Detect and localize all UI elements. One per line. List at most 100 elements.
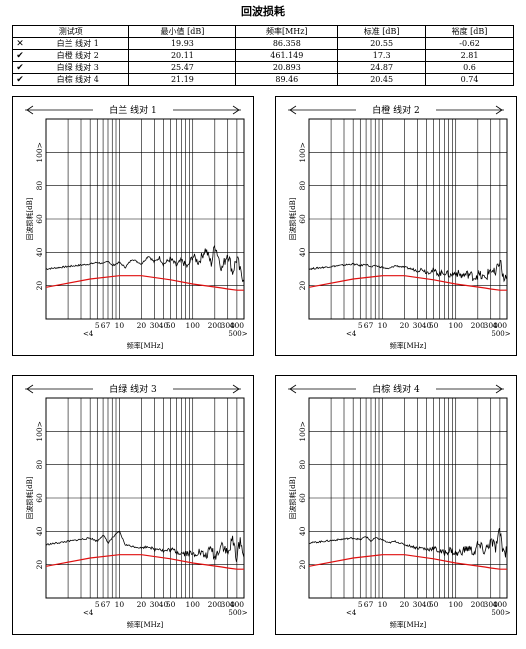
row-freq: 89.46 (235, 73, 339, 86)
x-tick-label: 6 (364, 321, 369, 330)
x-tick-label: 5 (358, 600, 363, 609)
y-tick-label: 60 (298, 214, 307, 224)
check-icon: ✔ (12, 49, 27, 62)
y-tick-label: 40 (298, 247, 307, 257)
limit-series-line (46, 554, 244, 570)
chart-title: 白棕 线对 4 (372, 383, 420, 395)
chart-title: 白橙 线对 2 (372, 104, 419, 116)
x-tick-label: 6 (101, 321, 106, 330)
x-tick-label: 10 (115, 321, 125, 330)
x-tick-label: 30 (413, 600, 423, 609)
table-row: ✔ 白绿 线对 3 25.47 20.893 24.87 0.6 (12, 61, 514, 74)
x-tick-label: 400 (493, 600, 508, 609)
y-tick-label: 20 (298, 560, 307, 570)
x-tick-label: 40 (422, 321, 432, 330)
header-margin: 裕度 [dB] (425, 25, 514, 38)
header-freq: 频率[MHz] (235, 25, 339, 38)
page-title: 回波损耗 (241, 5, 285, 18)
y-tick-label: 60 (35, 214, 44, 224)
row-min: 21.19 (128, 73, 237, 86)
x-tick-label: 100 (186, 321, 201, 330)
x-axis-label: 频率[MHz] (127, 620, 164, 629)
x-tick-label: 7 (369, 321, 374, 330)
y-tick-label: 60 (35, 493, 44, 503)
left-bracket-icon (26, 384, 34, 394)
x-tick-label-end: 500> (228, 330, 247, 338)
y-tick-label: 100> (35, 421, 44, 442)
x-tick-label: 10 (378, 600, 388, 609)
table-row: ✔ 白橙 线对 2 20.11 461.149 17.3 2.81 (12, 49, 514, 62)
y-tick-label: 40 (35, 247, 44, 257)
x-tick-label: 400 (230, 600, 245, 609)
x-tick-label: 100 (449, 600, 464, 609)
measured-series-line (46, 245, 244, 283)
title-background (356, 382, 436, 395)
x-tick-label: 200 (471, 600, 486, 609)
x-tick-label: 200 (208, 321, 223, 330)
row-margin: 2.81 (425, 49, 514, 62)
x-axis-label: 频率[MHz] (390, 341, 427, 350)
x-tick-label: 6 (101, 600, 106, 609)
row-name: 白兰 线对 1 (27, 37, 130, 50)
title-background (93, 103, 173, 116)
x-tick-label-start: <4 (83, 330, 94, 338)
measured-series-line (46, 531, 244, 562)
x-axis-label: 频率[MHz] (127, 341, 164, 350)
left-bracket-icon (289, 105, 297, 115)
row-name: 白棕 线对 4 (27, 73, 130, 86)
chart-pair-2: 白橙 线对 2 20 40 60 80 100> 回波损耗[dB] 5 6 7 10 20 30 40 50… (275, 96, 517, 356)
title-background (356, 103, 436, 116)
x-tick-label: 20 (137, 321, 147, 330)
left-bracket-icon (289, 384, 297, 394)
x-tick-label-end: 500> (228, 609, 247, 617)
row-freq: 461.149 (235, 49, 339, 62)
y-tick-label: 80 (35, 181, 44, 191)
x-tick-label-end: 500> (491, 330, 510, 338)
table-row: ✔ 白棕 线对 4 21.19 89.46 20.45 0.74 (12, 73, 514, 86)
chart-pair-1: 白兰 线对 1 20 40 60 80 100> 回波损耗[dB] 5 6 7 10 20 30 40 50… (12, 96, 254, 356)
y-tick-label: 40 (298, 526, 307, 536)
y-tick-label: 40 (35, 526, 44, 536)
x-tick-label: 200 (471, 321, 486, 330)
chart-pair-4: 白棕 线对 4 20 40 60 80 100> 回波损耗[dB] 5 6 7 10 20 30 40 50… (275, 375, 517, 635)
x-tick-label: 40 (159, 321, 169, 330)
y-axis-label: 回波损耗[dB] (288, 476, 297, 519)
x-tick-label-end: 500> (491, 609, 510, 617)
x-tick-label: 400 (230, 321, 245, 330)
x-tick-label: 7 (369, 600, 374, 609)
row-margin: 0.74 (425, 73, 514, 86)
limit-series-line (309, 275, 507, 291)
row-min: 19.93 (128, 37, 237, 50)
x-tick-label: 20 (137, 600, 147, 609)
x-tick-label: 50 (166, 321, 176, 330)
summary-table: 测试项 最小值 [dB] 频率[MHz] 标准 [dB] 裕度 [dB] ✕ 白… (11, 25, 514, 86)
y-tick-label: 20 (298, 281, 307, 291)
chart-title: 白绿 线对 3 (109, 383, 157, 395)
x-tick-label: 30 (413, 321, 423, 330)
row-standard: 20.55 (337, 37, 427, 50)
x-tick-label: 30 (150, 321, 160, 330)
y-axis-label: 回波损耗[dB] (25, 197, 34, 240)
table-row: ✕ 白兰 线对 1 19.93 86.358 20.55 -0.62 (12, 37, 514, 50)
x-tick-label: 40 (422, 600, 432, 609)
right-bracket-icon (495, 384, 503, 394)
header-standard: 标准 [dB] (337, 25, 427, 38)
x-tick-label: 50 (429, 321, 439, 330)
x-tick-label: 400 (493, 321, 508, 330)
x-tick-label: 7 (106, 321, 111, 330)
x-axis-label: 频率[MHz] (390, 620, 427, 629)
header-test-item: 测试项 (11, 25, 130, 38)
table-header-row: 测试项 最小值 [dB] 频率[MHz] 标准 [dB] 裕度 [dB] (11, 25, 514, 38)
x-tick-label: 40 (159, 600, 169, 609)
row-standard: 24.87 (337, 61, 427, 74)
limit-series-line (309, 554, 507, 570)
x-tick-label: 200 (208, 600, 223, 609)
limit-series-line (46, 275, 244, 291)
chart-title: 白兰 线对 1 (109, 104, 156, 116)
x-tick-label: 5 (95, 321, 100, 330)
left-bracket-icon (26, 105, 34, 115)
x-tick-label: 100 (186, 600, 201, 609)
